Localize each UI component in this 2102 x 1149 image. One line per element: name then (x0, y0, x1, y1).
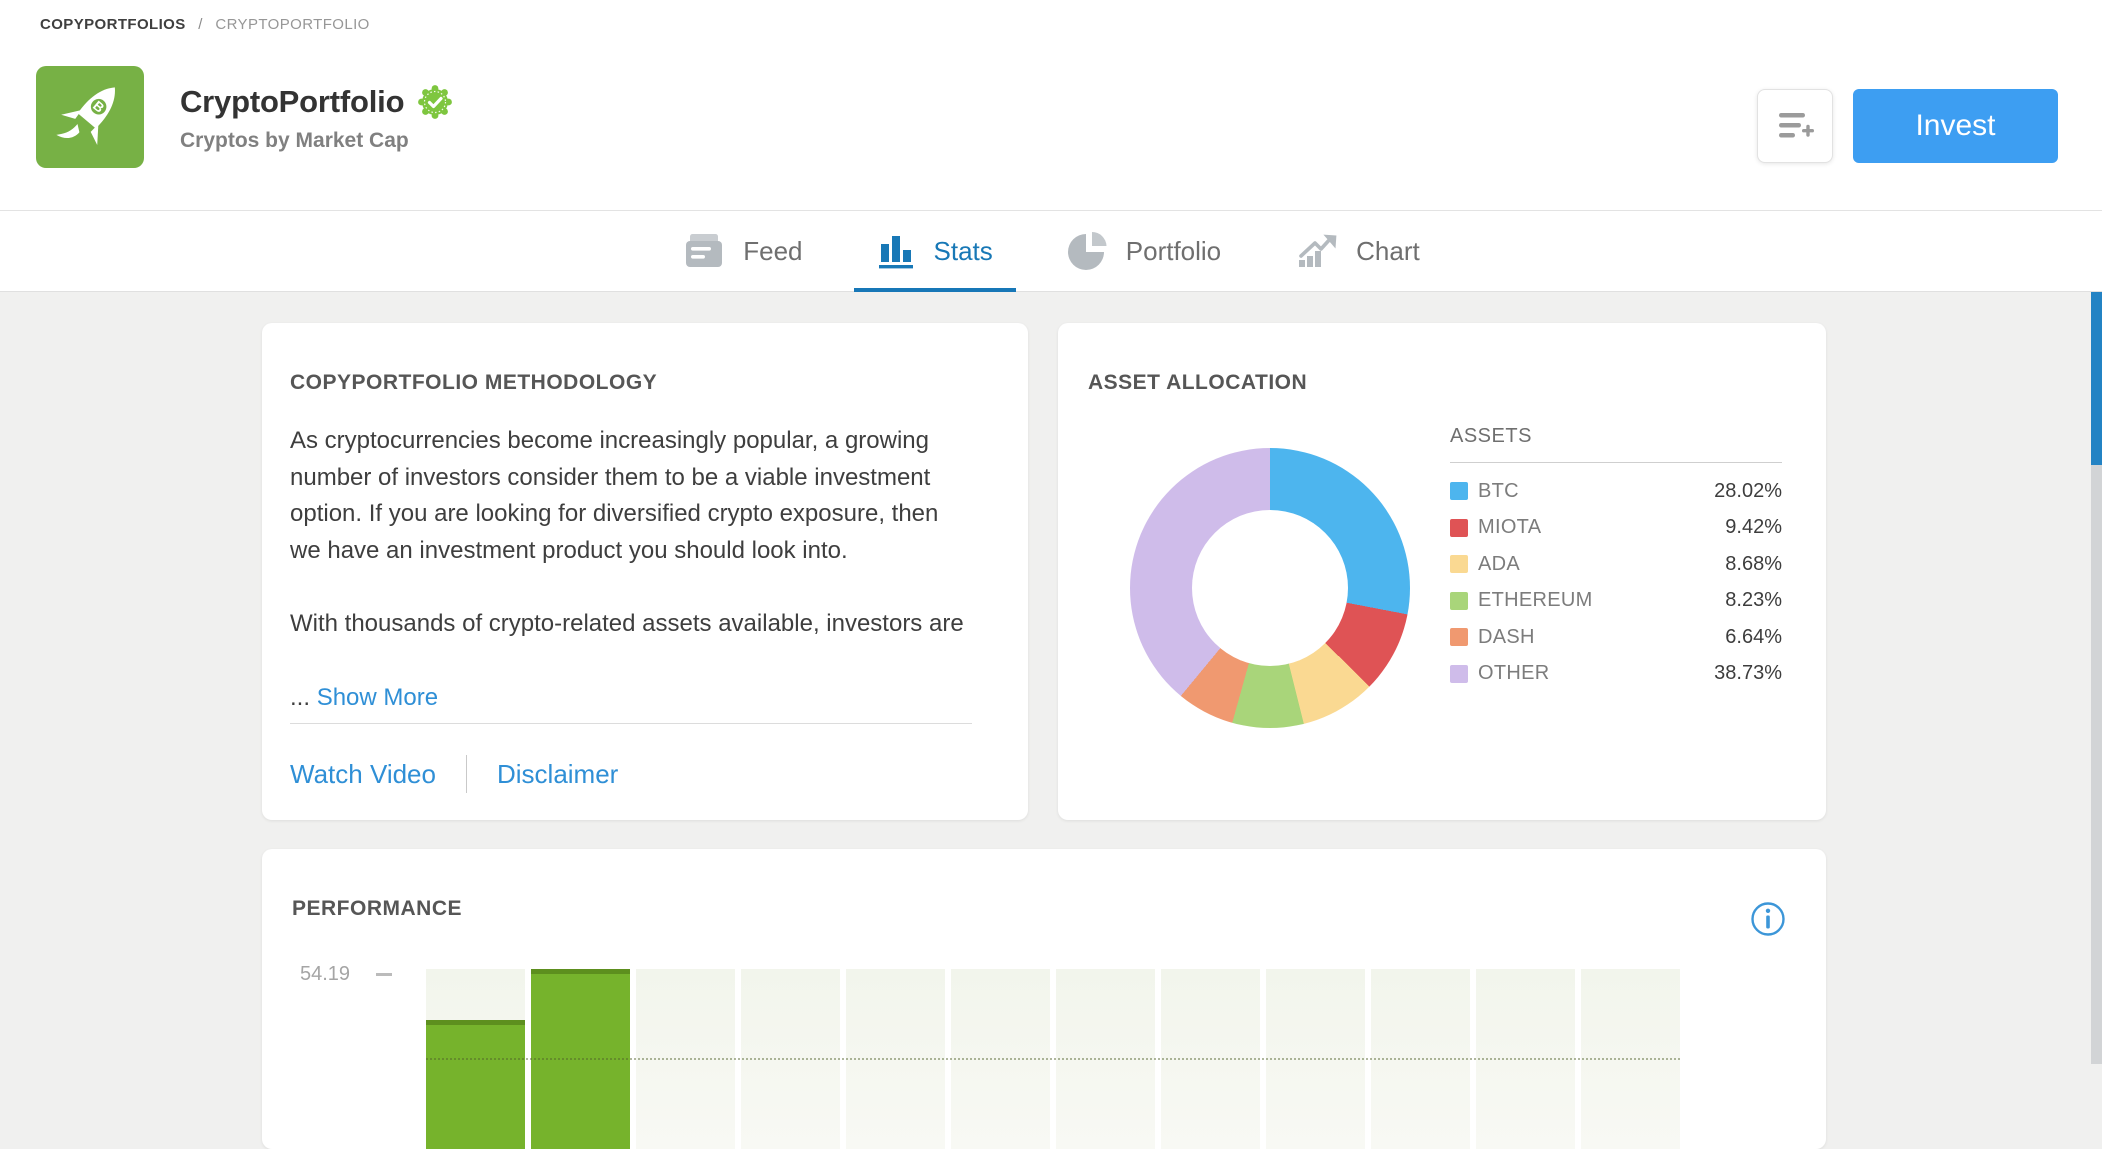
scrollbar-thumb[interactable] (2091, 292, 2102, 465)
breadcrumb-separator: / (198, 16, 203, 33)
info-circle-icon[interactable] (1750, 901, 1786, 937)
legend-asset-value: 8.68% (1725, 553, 1782, 576)
breadcrumb: COPYPORTFOLIOS / CRYPTOPORTFOLIO (40, 16, 370, 33)
watch-video-link[interactable]: Watch Video (290, 759, 436, 790)
allocation-legend-rows: BTC 28.02% MIOTA 9.42% ADA 8.68% ETHEREUM 8.23%… (1450, 473, 1782, 692)
invest-button[interactable]: Invest (1853, 89, 2058, 163)
page-subtitle: Cryptos by Market Cap (180, 129, 452, 153)
allocation-donut-chart (1130, 448, 1410, 728)
legend-asset-name: DASH (1478, 626, 1535, 649)
methodology-card: COPYPORTFOLIO METHODOLOGY As cryptocurre… (262, 323, 1028, 820)
legend-asset-name: OTHER (1478, 662, 1550, 685)
title-block: CryptoPortfolio Cryptos by Market Cap (180, 84, 452, 153)
legend-row: MIOTA 9.42% (1450, 510, 1782, 547)
legend-swatch (1450, 555, 1468, 573)
verified-badge-icon (418, 85, 452, 119)
tab-stats[interactable]: Stats (840, 211, 1030, 291)
tab-bar: Feed Stats Portfolio (0, 211, 2102, 292)
donut-hole (1192, 510, 1348, 666)
methodology-paragraph-2: With thousands of crypto-related assets … (290, 606, 972, 643)
breadcrumb-cryptoportfolio: CRYPTOPORTFOLIO (215, 16, 369, 33)
page-header: COPYPORTFOLIOS / CRYPTOPORTFOLIO B Crypt… (0, 0, 2102, 211)
page-title: CryptoPortfolio (180, 84, 404, 120)
tab-portfolio[interactable]: Portfolio (1030, 211, 1258, 291)
performance-bar (426, 1020, 525, 1149)
asset-allocation-card: ASSET ALLOCATION ASSETS BTC 28.02% MIOTA 9.… (1058, 323, 1826, 820)
y-tick-dash (376, 973, 392, 976)
tab-portfolio-label: Portfolio (1126, 236, 1221, 267)
tab-stats-label: Stats (934, 236, 993, 267)
show-more-link[interactable]: Show More (317, 684, 438, 711)
disclaimer-link[interactable]: Disclaimer (497, 759, 618, 790)
legend-asset-value: 28.02% (1714, 480, 1782, 503)
legend-swatch (1450, 665, 1468, 683)
legend-row: ADA 8.68% (1450, 546, 1782, 583)
vertical-scrollbar[interactable] (2091, 292, 2102, 1064)
breadcrumb-copyportfolios[interactable]: COPYPORTFOLIOS (40, 16, 186, 33)
feed-icon (682, 232, 726, 270)
legend-row: ETHEREUM 8.23% (1450, 583, 1782, 620)
invest-button-label: Invest (1915, 109, 1995, 143)
methodology-title: COPYPORTFOLIO METHODOLOGY (290, 371, 657, 395)
methodology-body: As cryptocurrencies become increasingly … (290, 423, 972, 716)
legend-asset-name: ETHEREUM (1478, 589, 1593, 612)
methodology-paragraph-1: As cryptocurrencies become increasingly … (290, 423, 972, 569)
y-tick-label: 54.19 (300, 963, 350, 986)
legend-swatch (1450, 592, 1468, 610)
legend-row: DASH 6.64% (1450, 619, 1782, 656)
legend-asset-name: BTC (1478, 480, 1519, 503)
list-plus-icon (1775, 109, 1815, 143)
legend-asset-value: 9.42% (1725, 516, 1782, 539)
tab-chart[interactable]: Chart (1258, 211, 1457, 291)
tab-feed[interactable]: Feed (645, 211, 839, 291)
legend-asset-value: 8.23% (1725, 589, 1782, 612)
pie-chart-icon (1067, 231, 1109, 271)
rocket-bitcoin-logo: B (36, 66, 144, 168)
performance-card: PERFORMANCE 54.19 (262, 849, 1826, 1149)
tab-chart-label: Chart (1356, 236, 1420, 267)
legend-swatch (1450, 519, 1468, 537)
legend-asset-name: ADA (1478, 553, 1520, 576)
legend-row: BTC 28.02% (1450, 473, 1782, 510)
legend-asset-value: 38.73% (1714, 662, 1782, 685)
performance-y-tick: 54.19 (300, 963, 392, 986)
methodology-divider (290, 723, 972, 724)
legend-header: ASSETS (1450, 425, 1782, 463)
trend-arrow-icon (1295, 232, 1339, 270)
allocation-legend: ASSETS BTC 28.02% MIOTA 9.42% ADA 8.68% ETHERE… (1450, 425, 1782, 692)
legend-asset-value: 6.64% (1725, 626, 1782, 649)
performance-title: PERFORMANCE (292, 897, 462, 921)
stats-bars-icon (877, 232, 917, 270)
performance-dotted-baseline (426, 1058, 1680, 1060)
asset-allocation-title: ASSET ALLOCATION (1088, 371, 1307, 395)
legend-swatch (1450, 482, 1468, 500)
legend-asset-name: MIOTA (1478, 516, 1541, 539)
add-to-watchlist-button[interactable] (1757, 89, 1833, 163)
links-separator (466, 755, 467, 793)
ellipsis-text: ... (290, 684, 310, 711)
tab-feed-label: Feed (743, 236, 802, 267)
legend-swatch (1450, 628, 1468, 646)
legend-row: OTHER 38.73% (1450, 656, 1782, 693)
